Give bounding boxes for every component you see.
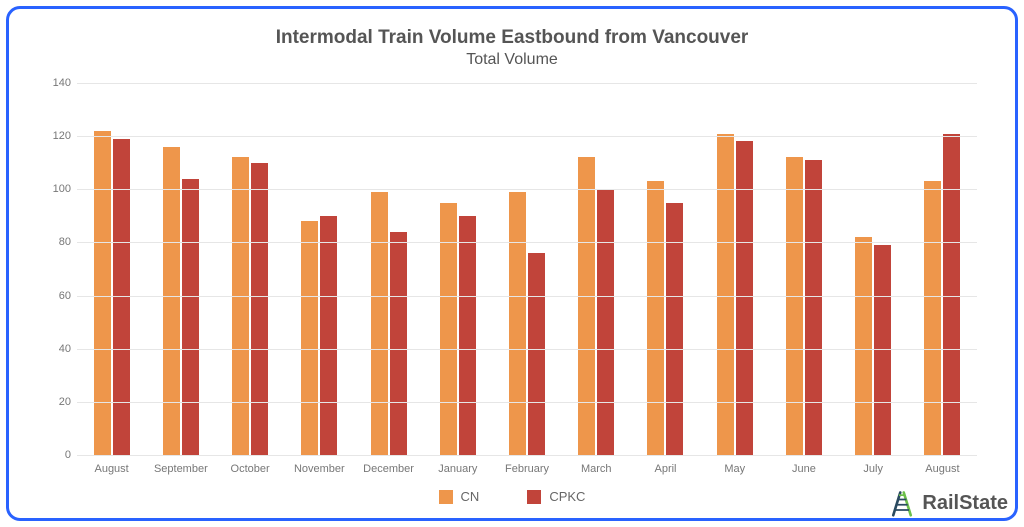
bar — [717, 134, 734, 456]
bar-group — [631, 83, 700, 455]
bar-group — [562, 83, 631, 455]
gridline — [77, 136, 977, 137]
bar-group — [146, 83, 215, 455]
x-tick-label: February — [492, 463, 561, 475]
legend-swatch — [439, 490, 453, 504]
bar-group — [908, 83, 977, 455]
bar — [459, 216, 476, 455]
y-tick-label: 100 — [37, 183, 71, 195]
bar — [786, 157, 803, 455]
bar — [805, 160, 822, 455]
legend-label: CPKC — [549, 489, 585, 504]
y-tick-label: 120 — [37, 130, 71, 142]
x-tick-label: June — [769, 463, 838, 475]
brand-name: RailState — [922, 492, 1008, 515]
bar — [666, 203, 683, 455]
gridline — [77, 349, 977, 350]
brand-logo: RailState — [888, 489, 1008, 517]
bar — [597, 189, 614, 455]
chart-title: Intermodal Train Volume Eastbound from V… — [37, 27, 987, 49]
legend-swatch — [527, 490, 541, 504]
bar — [251, 163, 268, 455]
gridline — [77, 402, 977, 403]
x-tick-label: August — [77, 463, 146, 475]
bar-group — [354, 83, 423, 455]
legend: CN CPKC — [37, 489, 987, 504]
bar-group — [839, 83, 908, 455]
gridline — [77, 455, 977, 456]
x-tick-label: May — [700, 463, 769, 475]
legend-item: CPKC — [527, 489, 585, 504]
bar — [113, 139, 130, 455]
legend-item: CN — [439, 489, 480, 504]
x-axis-labels: AugustSeptemberOctoberNovemberDecemberJa… — [77, 463, 977, 475]
bar — [182, 179, 199, 455]
gridline — [77, 296, 977, 297]
legend-label: CN — [461, 489, 480, 504]
gridline — [77, 83, 977, 84]
bar-group — [215, 83, 284, 455]
y-tick-label: 80 — [37, 236, 71, 248]
gridline — [77, 189, 977, 190]
bar — [94, 131, 111, 455]
chart-titles: Intermodal Train Volume Eastbound from V… — [37, 27, 987, 69]
bar-group — [77, 83, 146, 455]
y-tick-label: 20 — [37, 396, 71, 408]
y-tick-label: 140 — [37, 77, 71, 89]
bar-group — [700, 83, 769, 455]
bar — [855, 237, 872, 455]
bar — [440, 203, 457, 455]
chart-frame: Intermodal Train Volume Eastbound from V… — [6, 6, 1018, 521]
x-tick-label: August — [908, 463, 977, 475]
bar-group — [769, 83, 838, 455]
plot: 020406080100120140 — [77, 83, 977, 455]
y-tick-label: 0 — [37, 449, 71, 461]
chart-subtitle: Total Volume — [37, 51, 987, 69]
bar — [232, 157, 249, 455]
bar — [301, 221, 318, 455]
x-tick-label: October — [215, 463, 284, 475]
bar — [528, 253, 545, 455]
x-tick-label: September — [146, 463, 215, 475]
gridline — [77, 242, 977, 243]
bar — [578, 157, 595, 455]
bar — [163, 147, 180, 455]
bar — [647, 181, 664, 455]
chart-area: 020406080100120140 AugustSeptemberOctobe… — [37, 75, 987, 477]
bar — [874, 245, 891, 455]
x-tick-label: January — [423, 463, 492, 475]
y-tick-label: 40 — [37, 343, 71, 355]
rail-tracks-icon — [888, 489, 916, 517]
bar — [924, 181, 941, 455]
bar — [943, 134, 960, 456]
bar-group — [285, 83, 354, 455]
bar — [390, 232, 407, 455]
bar-groups — [77, 83, 977, 455]
x-tick-label: November — [285, 463, 354, 475]
x-tick-label: March — [562, 463, 631, 475]
bar — [320, 216, 337, 455]
plot-area: 020406080100120140 AugustSeptemberOctobe… — [77, 83, 977, 455]
x-tick-label: December — [354, 463, 423, 475]
bar — [371, 192, 388, 455]
y-tick-label: 60 — [37, 290, 71, 302]
x-tick-label: April — [631, 463, 700, 475]
bar-group — [492, 83, 561, 455]
bar — [509, 192, 526, 455]
x-tick-label: July — [839, 463, 908, 475]
bar-group — [423, 83, 492, 455]
